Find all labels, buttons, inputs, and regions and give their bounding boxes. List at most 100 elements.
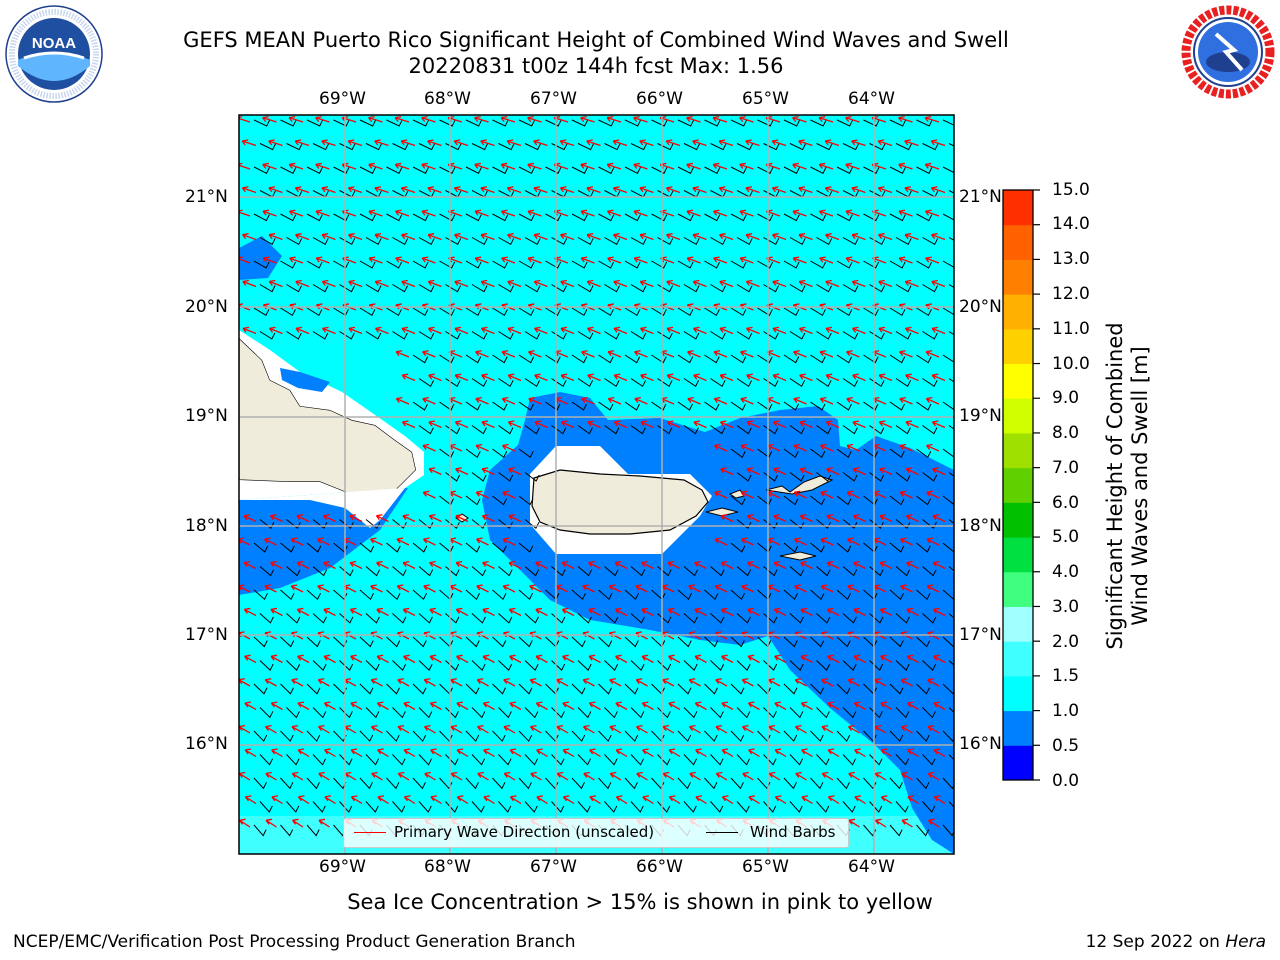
- wind-barb: [624, 777, 638, 790]
- wave-arrowhead: [421, 162, 428, 169]
- wave-arrow: [714, 398, 728, 405]
- wind-barb: [948, 284, 954, 289]
- wind-barb: [439, 401, 455, 411]
- wave-arrowhead: [924, 209, 932, 216]
- wave-arrow: [928, 819, 940, 828]
- wave-arrow: [925, 257, 940, 264]
- wind-barb: [571, 213, 588, 222]
- wave-arrow: [560, 327, 575, 335]
- wave-arrowhead: [640, 326, 647, 333]
- wave-arrowhead: [402, 560, 410, 567]
- wave-arrow: [556, 772, 569, 781]
- wind-barb-legend-label: Wind Barbs: [750, 823, 836, 841]
- wave-arrowhead: [562, 748, 570, 755]
- wave-arrow: [689, 772, 701, 781]
- wind-barb: [942, 824, 954, 837]
- wind-barb: [948, 378, 954, 383]
- wave-arrow: [483, 749, 495, 758]
- wave-arrowhead: [295, 279, 302, 286]
- wave-arrowhead: [374, 186, 382, 193]
- wind-barb: [922, 237, 939, 245]
- wind-barb: [704, 683, 718, 695]
- wind-barb: [836, 730, 851, 742]
- wind-barb: [359, 730, 374, 742]
- wave-arrowhead: [741, 537, 748, 544]
- wave-arrowhead: [401, 326, 409, 333]
- wind-barb: [253, 260, 270, 269]
- wind-barb: [253, 730, 268, 742]
- wave-arrow: [395, 210, 410, 217]
- wave-arrowhead: [243, 560, 251, 567]
- wave-arrow: [321, 187, 336, 194]
- wind-barb: [810, 166, 827, 174]
- wave-arrowhead: [396, 584, 404, 591]
- wave-arrowhead: [771, 139, 779, 146]
- wind-barb: [492, 448, 508, 459]
- wave-arrow: [905, 421, 919, 429]
- wind-barb: [571, 260, 588, 269]
- wind-barb: [677, 307, 694, 317]
- lon-label-top: 68°W: [424, 89, 471, 109]
- wind-barb: [916, 213, 933, 222]
- wind-barb: [333, 166, 350, 174]
- wave-arrow: [582, 679, 595, 687]
- wave-arrow: [668, 608, 681, 617]
- wave-arrowhead: [475, 490, 483, 497]
- wave-arrow: [745, 140, 760, 147]
- wave-arrowhead: [348, 326, 356, 333]
- wave-arrow: [721, 608, 734, 617]
- wave-arrowhead: [350, 748, 358, 755]
- wave-arrow: [906, 608, 919, 617]
- lat-label-left: 20°N: [185, 297, 228, 317]
- wave-arrowhead: [291, 678, 298, 685]
- wind-barb: [948, 801, 954, 808]
- wave-arrow: [901, 819, 913, 828]
- wind-barb: [816, 237, 833, 245]
- wave-arrow: [881, 796, 893, 805]
- wind-barb: [412, 213, 429, 222]
- wave-arrowhead: [529, 678, 537, 685]
- wind-barb: [465, 730, 480, 742]
- wind-barb: [922, 284, 938, 293]
- wave-arrowhead: [588, 654, 596, 661]
- wave-arrow: [394, 116, 410, 123]
- wave-arrowhead: [502, 443, 509, 450]
- wind-barb: [895, 566, 911, 577]
- wave-arrow: [774, 608, 787, 617]
- wave-arrowhead: [270, 654, 278, 661]
- wave-arrow: [799, 280, 813, 288]
- wave-arrow: [297, 608, 310, 617]
- wave-arrowhead: [798, 233, 806, 240]
- wind-barb: [386, 166, 403, 174]
- wave-arrowhead: [454, 373, 462, 380]
- wave-arrowhead: [394, 162, 402, 169]
- wave-arrowhead: [818, 162, 826, 169]
- wave-arrowhead: [852, 326, 859, 333]
- wave-arrow: [874, 679, 887, 687]
- wave-arrowhead: [349, 607, 357, 614]
- wave-arrowhead: [350, 654, 357, 661]
- wind-barb: [518, 777, 532, 790]
- wind-barb: [518, 260, 535, 269]
- wave-arrowhead: [475, 396, 482, 404]
- wind-barb: [412, 354, 429, 364]
- wave-arrowhead: [774, 748, 782, 755]
- wave-arrowhead: [906, 560, 913, 567]
- wave-arrow: [350, 702, 363, 711]
- wind-barb: [683, 801, 697, 813]
- wave-arrowhead: [374, 279, 382, 286]
- wave-arrowhead: [845, 162, 852, 169]
- wind-barb: [757, 166, 774, 174]
- wave-arrow: [403, 702, 416, 711]
- wave-arrow: [713, 163, 728, 170]
- wave-arrow: [315, 116, 330, 123]
- wave-arrowhead: [772, 373, 780, 380]
- wave-arrowhead: [368, 162, 375, 169]
- wind-barb: [763, 519, 778, 530]
- wind-barb: [571, 401, 587, 411]
- wave-arrowhead: [713, 350, 721, 357]
- wave-arrowhead: [562, 795, 570, 802]
- wave-arrow: [774, 655, 787, 664]
- wave-arrowhead: [509, 701, 517, 708]
- wind-barb: [683, 613, 698, 624]
